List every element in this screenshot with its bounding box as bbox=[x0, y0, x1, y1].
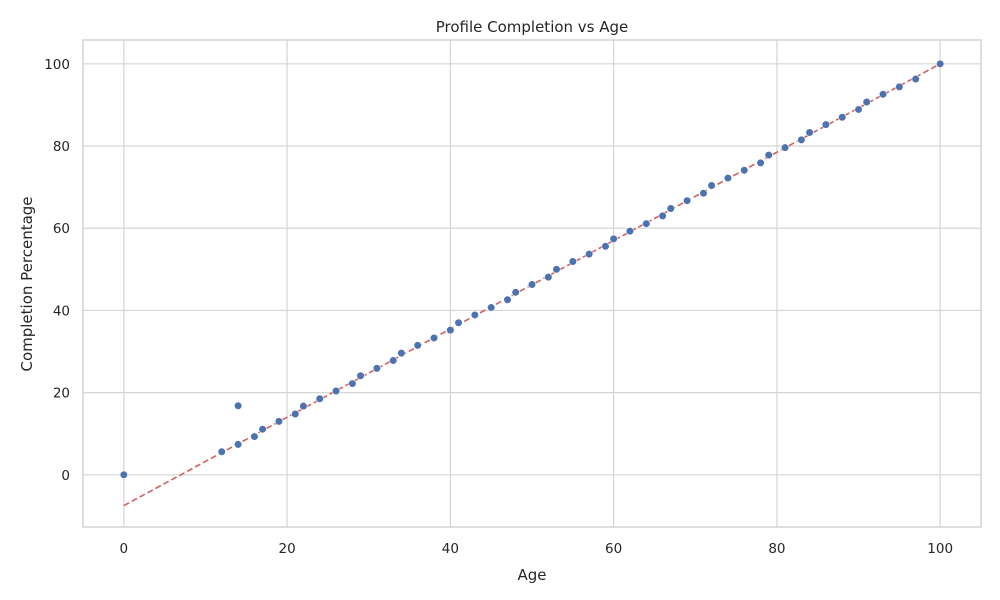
data-point bbox=[487, 303, 496, 312]
plot-frame bbox=[82, 39, 982, 528]
data-point bbox=[862, 97, 871, 107]
data-point bbox=[699, 189, 708, 198]
y-tick-label: 60 bbox=[53, 221, 70, 237]
data-point bbox=[315, 394, 324, 403]
data-point bbox=[372, 364, 381, 373]
y-tick-label: 20 bbox=[53, 386, 70, 402]
grid-layer bbox=[83, 40, 981, 527]
data-point bbox=[356, 371, 365, 380]
x-tick-label: 20 bbox=[278, 541, 295, 557]
data-point bbox=[250, 432, 259, 441]
data-point bbox=[911, 74, 920, 84]
data-point bbox=[234, 440, 243, 449]
data-point bbox=[119, 470, 128, 479]
data-point bbox=[805, 128, 814, 137]
data-point bbox=[723, 173, 733, 183]
data-point bbox=[756, 158, 765, 167]
y-tick-label: 40 bbox=[53, 303, 70, 319]
data-point bbox=[780, 143, 790, 152]
data-point bbox=[299, 402, 308, 411]
data-point bbox=[544, 273, 553, 282]
data-point bbox=[389, 356, 398, 365]
data-point bbox=[797, 135, 806, 144]
data-point bbox=[429, 333, 439, 343]
data-point bbox=[291, 409, 300, 419]
data-point bbox=[895, 82, 904, 91]
chart-title: Profile Completion vs Age bbox=[436, 18, 629, 36]
data-point bbox=[936, 59, 945, 68]
data-point bbox=[878, 90, 888, 99]
data-point bbox=[854, 105, 863, 114]
data-point bbox=[568, 257, 577, 266]
data-point bbox=[764, 150, 773, 160]
data-point bbox=[707, 181, 716, 190]
y-tick-labels: 0 20 40 60 80 100 bbox=[44, 57, 70, 484]
y-axis-label: Completion Percentage bbox=[18, 196, 36, 371]
x-tick-label: 60 bbox=[605, 541, 622, 557]
data-point bbox=[585, 250, 594, 259]
data-point bbox=[413, 341, 422, 350]
data-point bbox=[838, 113, 847, 122]
data-point bbox=[503, 295, 512, 304]
y-tick-label: 100 bbox=[44, 57, 70, 73]
data-point bbox=[658, 211, 667, 220]
data-point bbox=[552, 265, 561, 274]
data-point bbox=[527, 280, 537, 289]
data-point bbox=[625, 227, 635, 236]
data-point bbox=[258, 425, 267, 434]
x-tick-label: 100 bbox=[927, 541, 953, 557]
data-point bbox=[511, 288, 520, 297]
data-point bbox=[331, 386, 341, 396]
x-tick-label: 0 bbox=[120, 541, 129, 557]
data-point bbox=[348, 379, 357, 388]
data-point bbox=[234, 401, 243, 410]
x-tick-label: 40 bbox=[442, 541, 459, 557]
data-point bbox=[642, 219, 651, 228]
data-point bbox=[609, 234, 618, 244]
x-tick-labels: 0 20 40 60 80 100 bbox=[120, 541, 954, 557]
data-point bbox=[397, 349, 406, 358]
data-point bbox=[217, 447, 226, 456]
data-point bbox=[666, 204, 675, 213]
data-point bbox=[446, 326, 455, 335]
data-point bbox=[601, 242, 610, 251]
data-point bbox=[470, 310, 479, 320]
x-tick-label: 80 bbox=[768, 541, 785, 557]
data-point bbox=[274, 417, 284, 426]
y-tick-label: 0 bbox=[61, 468, 70, 484]
x-axis-label: Age bbox=[517, 566, 546, 584]
y-tick-label: 80 bbox=[53, 139, 70, 155]
data-point bbox=[821, 120, 830, 129]
data-point bbox=[683, 196, 692, 205]
points-layer bbox=[119, 59, 945, 479]
data-point bbox=[740, 166, 749, 175]
data-point bbox=[454, 318, 463, 327]
